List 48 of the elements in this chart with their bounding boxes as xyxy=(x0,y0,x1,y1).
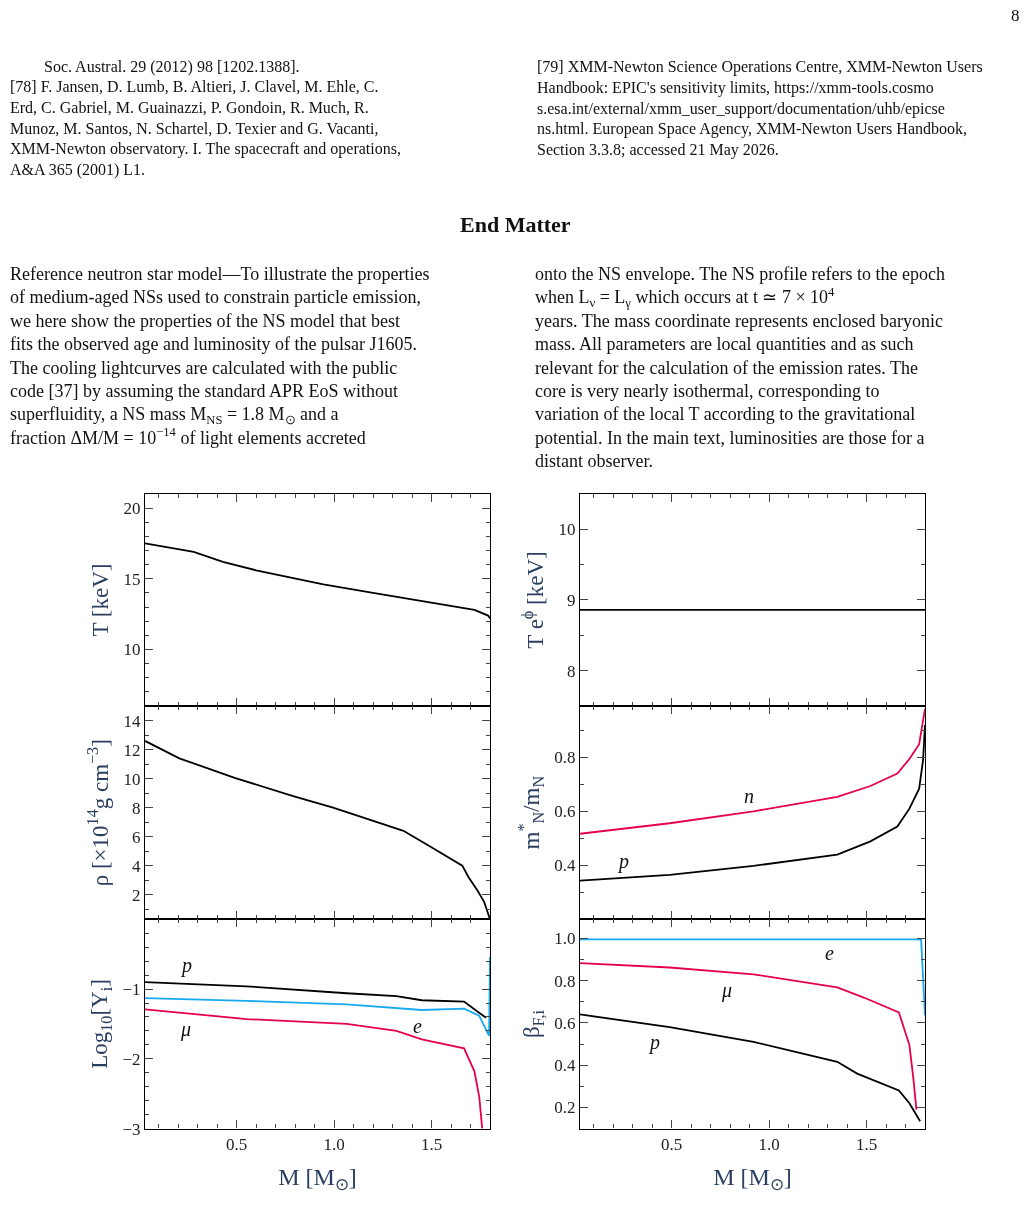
text: [79] XMM-Newton Science Operations Centre, XMM-Newton Users Handbook: EPIC's sensitivity limits, https://xmm-tools.cosmos.esa.int/external/xmm_user_support/documentation/uhb/epicsens.html. European Space Agency, XMM-Newton Users Handbook, Section 3.3.8; accessed 21 May 2026. xyxy=(537,58,983,160)
y-tick-label: −2 xyxy=(122,1049,141,1069)
x-tick-label: 1.0 xyxy=(323,1135,345,1155)
y-tick-label: 9 xyxy=(567,590,576,610)
y-tick-label: 15 xyxy=(123,569,141,589)
series-label: e xyxy=(825,942,834,964)
y-tick-label: 10 xyxy=(123,640,141,660)
text: onto the NS envelope. The NS profile refers to the epoch when L$_{ν}$ = L$_{γ}$ which occurs at t ≃ 7 × 10$^{4}$ years. The mass coordinate represents enclosed baryonic mass. All parameters are local quantities and as such relevant for the calculation of the emission rates. The core is very nearly isothermal, corresponding to variation of the local T according to the gravitational potential. In the main text, luminosities are those for a distant observer. xyxy=(535,264,946,472)
series-label: e xyxy=(413,1015,422,1037)
y-axis-title: T [keV] xyxy=(87,563,113,637)
y-tick-label: −3 xyxy=(122,1119,141,1139)
x-axis-title: M [M$_{⊙}$] xyxy=(713,1164,792,1195)
y-tick-label: 0.2 xyxy=(554,1098,576,1118)
y-tick-label: −1 xyxy=(122,980,141,1000)
series-label: p xyxy=(180,954,192,977)
x-tick-label: 1.5 xyxy=(420,1135,443,1155)
series-label: n xyxy=(744,785,754,807)
y-tick-label: 6 xyxy=(132,827,141,847)
series-label: μ xyxy=(180,1018,192,1041)
y-tick-label: 0.8 xyxy=(554,748,576,768)
x-tick-label: 1.0 xyxy=(758,1135,780,1155)
y-tick-label: 2 xyxy=(132,885,141,905)
x-axis-title: M [M$_{⊙}$] xyxy=(278,1164,357,1195)
y-tick-label: 0.4 xyxy=(554,856,576,876)
series-label: p xyxy=(648,1031,660,1054)
y-tick-label: 1.0 xyxy=(554,929,576,949)
y-tick-label: 0.4 xyxy=(554,1056,576,1076)
y-tick-label: 10 xyxy=(558,520,576,540)
y-tick-label: 20 xyxy=(123,498,141,518)
y-tick-label: 4 xyxy=(132,856,141,876)
text: Reference neutron star model—To illustrate the properties of medium-aged NSs used to constrain particle emission, we here show the properties of the NS model that best fits the observed age and luminosity of the pulsar J1605. The cooling lightcurves are calculated with the public code [37] by assuming the standard APR EoS without superfluidity, a NS mass M$_{NS}$ = 1.8 M$_{⊙}$ and a fraction ΔM/M = 10$^{−14}$ of light elements accreted xyxy=(10,264,430,448)
text: Soc. Austral. 29 (2012) 98 [1202.1388]. xyxy=(44,58,300,76)
y-tick-label: 12 xyxy=(123,740,141,760)
y-tick-label: 0.6 xyxy=(554,802,576,822)
y-tick-label: 8 xyxy=(567,661,576,681)
y-tick-label: 0.6 xyxy=(554,1013,576,1033)
series-label: μ xyxy=(721,979,733,1002)
y-tick-label: 14 xyxy=(123,711,141,731)
x-tick-label: 0.5 xyxy=(660,1135,683,1155)
chart-title: End Matter xyxy=(460,212,571,237)
text: 8 xyxy=(1011,6,1020,25)
series-label: p xyxy=(617,850,629,873)
text: [78] F. Jansen, D. Lumb, B. Altieri, J. Clavel, M. Ehle, C. Erd, C. Gabriel, M. Guainazzi, P. Gondoin, R. Much, R. Munoz, M. Santos, N. Schartel, D. Texier and G. Vacanti, XMM-Newton observatory. I. The spacecraft and operations, A&A 365 (2001) L1. xyxy=(10,78,401,180)
x-tick-label: 0.5 xyxy=(225,1135,248,1155)
y-tick-label: 10 xyxy=(123,769,141,789)
y-tick-label: 8 xyxy=(132,798,141,818)
x-tick-label: 1.5 xyxy=(855,1135,878,1155)
y-tick-label: 0.8 xyxy=(554,971,576,991)
